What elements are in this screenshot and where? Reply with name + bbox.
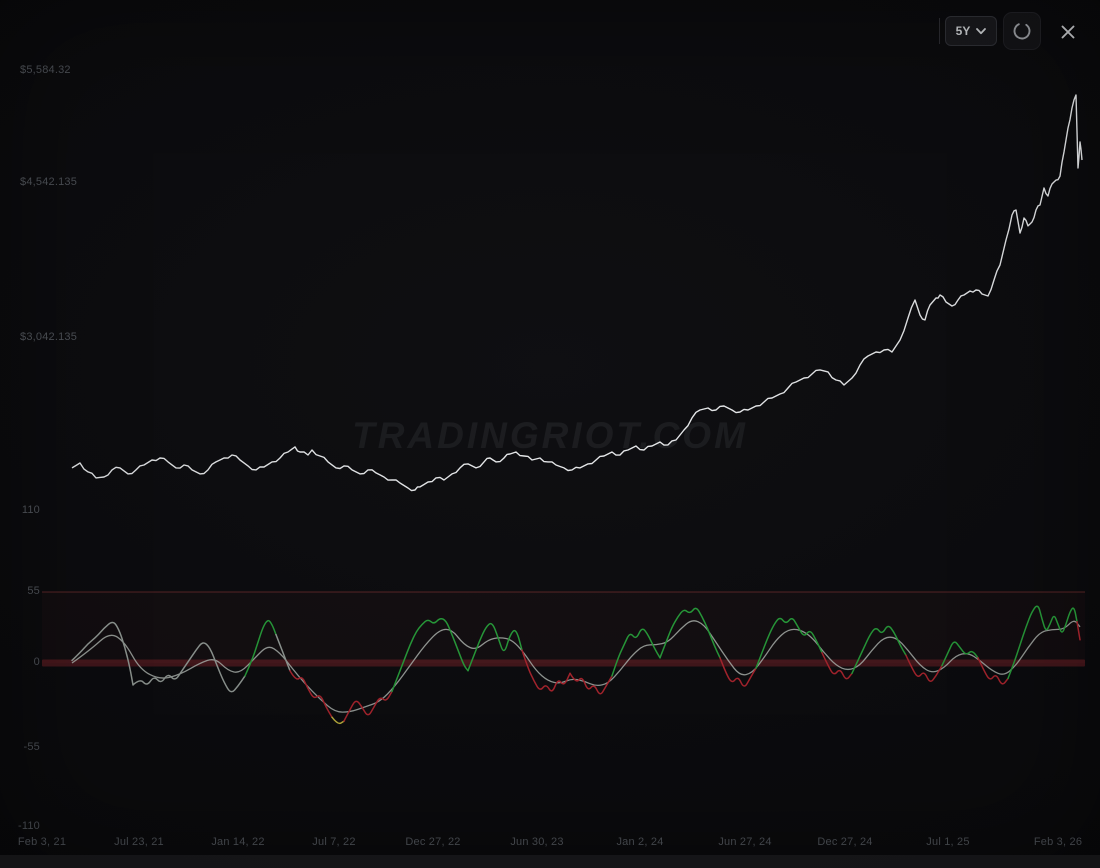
oscillator-segment-green <box>611 628 661 677</box>
refresh-button[interactable] <box>1003 12 1041 50</box>
zero-line <box>42 659 1085 667</box>
oscillator-segment-green <box>1007 605 1078 680</box>
oscillator-segment-green <box>467 622 523 672</box>
oscillator-segment-red <box>569 672 613 695</box>
oscillator-segment-red <box>719 657 757 687</box>
price-line <box>71 94 1083 492</box>
close-icon <box>1061 25 1075 39</box>
oscillator-segment-red <box>521 649 571 692</box>
oscillator-segment-red <box>343 690 393 722</box>
oscillator-segment-green <box>851 625 907 675</box>
oscillator-segment-green <box>659 607 721 659</box>
oscillator-segment-gray <box>132 642 246 693</box>
toolbar: 5Y <box>0 0 1100 62</box>
oscillator-segment-gray <box>275 633 291 672</box>
timeframe-value: 5Y <box>955 24 971 38</box>
close-button[interactable] <box>1055 19 1081 45</box>
refresh-icon <box>1013 22 1031 40</box>
oscillator-segment-red <box>1076 620 1081 641</box>
chevron-down-icon <box>976 27 987 34</box>
oscillator-segment-red <box>289 669 333 718</box>
oscillator-segment-red <box>821 651 853 680</box>
oscillator-segment-green <box>755 617 823 669</box>
oscillator-band <box>42 592 1085 663</box>
timeframe-select[interactable]: 5Y <box>945 16 997 46</box>
oscillator-segment-green <box>941 641 979 667</box>
band-top-line <box>42 591 1085 593</box>
oscillator-segment-red <box>977 657 1009 685</box>
bottom-scrollbar-area[interactable] <box>0 855 1100 868</box>
oscillator-segment-red <box>905 654 943 682</box>
oscillator-segment-gray <box>71 621 134 686</box>
toolbar-separator <box>939 18 940 44</box>
oscillator-segment-green <box>244 619 277 677</box>
oscillator-segment-green <box>391 617 469 693</box>
oscillator-segment-yellow <box>331 716 345 725</box>
